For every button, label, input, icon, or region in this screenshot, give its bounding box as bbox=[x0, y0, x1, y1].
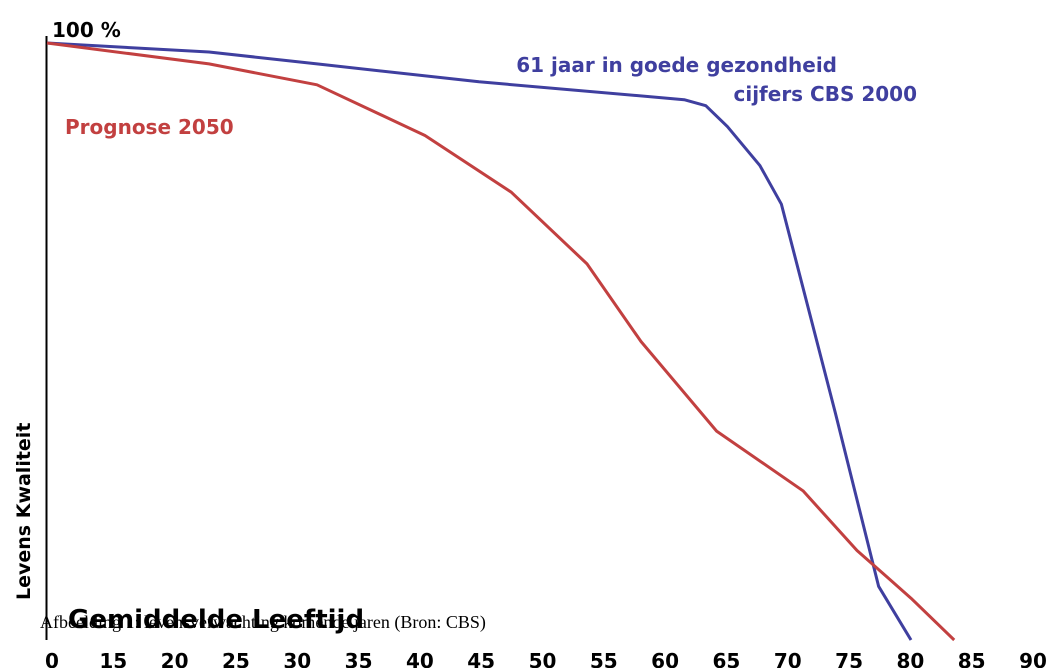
x-tick-label: 90 bbox=[1019, 649, 1047, 668]
x-tick-label: 60 bbox=[651, 649, 679, 668]
x-tick-label: 70 bbox=[774, 649, 802, 668]
x-tick-layer: 0 15 20 25 30 35 40 45 50 55 60 65 70 75 80 85 90 bbox=[45, 649, 1047, 668]
x-tick-label: 35 bbox=[345, 649, 373, 668]
x-tick-label: 20 bbox=[161, 649, 189, 668]
series-label-blue-line1: 61 jaar in goede gezondheid bbox=[516, 53, 837, 77]
x-tick-label: 75 bbox=[835, 649, 863, 668]
x-tick-label: 15 bbox=[99, 649, 127, 668]
series-line-0 bbox=[46, 41, 913, 641]
series-layer bbox=[46, 41, 956, 642]
x-axis-label: Gemiddelde Leeftijd bbox=[68, 605, 364, 635]
series-line-1 bbox=[46, 41, 956, 642]
x-tick-label: 65 bbox=[712, 649, 740, 668]
series-label-red: Prognose 2050 bbox=[65, 115, 234, 139]
x-tick-label: 50 bbox=[529, 649, 557, 668]
x-tick-label: 85 bbox=[958, 649, 986, 668]
x-tick-label: 25 bbox=[222, 649, 250, 668]
figure-caption: Afbeelding 1: levensverwachting komende … bbox=[40, 612, 486, 633]
x-tick-label: 40 bbox=[406, 649, 434, 668]
y-top-label: 100 % bbox=[52, 18, 121, 42]
series-label-blue-line2: cijfers CBS 2000 bbox=[733, 82, 917, 106]
x-tick-label: 0 bbox=[45, 649, 59, 668]
x-tick-label: 45 bbox=[467, 649, 495, 668]
x-tick-label: 55 bbox=[590, 649, 618, 668]
y-axis-label: Levens Kwaliteit bbox=[13, 423, 35, 600]
x-tick-label: 80 bbox=[896, 649, 924, 668]
x-tick-label: 30 bbox=[283, 649, 311, 668]
